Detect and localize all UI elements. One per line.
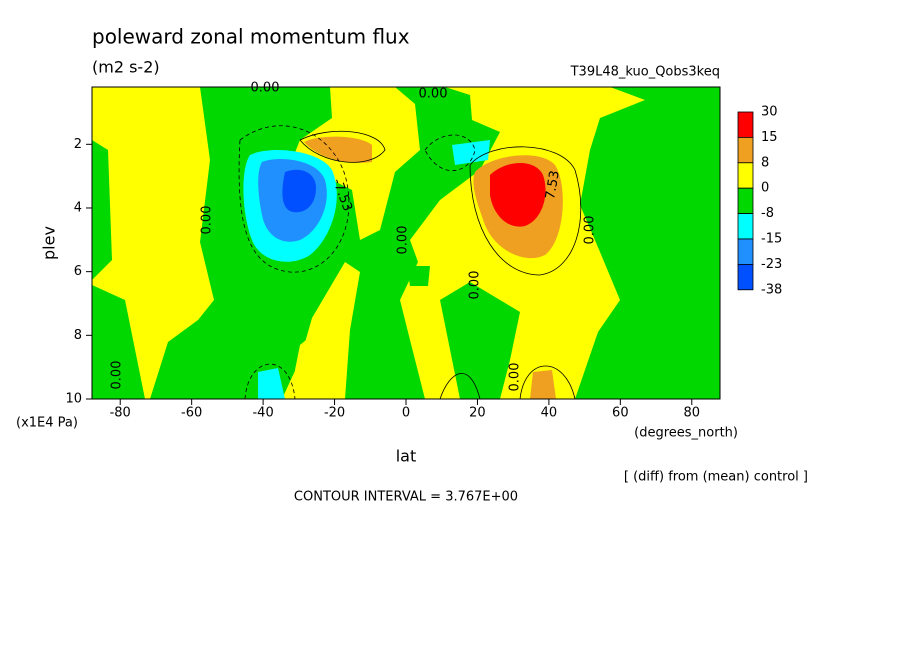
contour-label: 7.53 xyxy=(543,169,563,200)
y-units: (x1E4 Pa) xyxy=(16,416,78,431)
x-tick-label: 80 xyxy=(684,406,701,421)
x-tick-label: 0 xyxy=(402,406,410,421)
colorbar-box xyxy=(737,136,754,164)
dataset-label: T39L48_kuo_Qobs3keq xyxy=(570,65,720,80)
contour-region xyxy=(575,87,720,399)
colorbar-box xyxy=(737,111,754,138)
x-axis-label: lat xyxy=(396,447,417,466)
colorbar-box xyxy=(737,238,754,265)
x-units: (degrees_north) xyxy=(634,426,738,441)
colorbar-label: 8 xyxy=(761,155,769,170)
colorbar-label: -38 xyxy=(761,282,782,297)
y-tick-label: 4 xyxy=(74,200,82,215)
contour-region xyxy=(295,330,330,399)
contour-label: 0.00 xyxy=(396,226,411,255)
colorbar-box xyxy=(737,213,754,240)
x-tick-label: 20 xyxy=(469,406,486,421)
contour-label: 0.00 xyxy=(583,216,598,245)
contour-line xyxy=(439,373,481,400)
contour-label: 0.00 xyxy=(468,271,483,300)
chart-subtitle: (m2 s-2) xyxy=(92,58,160,77)
colorbar-label: 0 xyxy=(761,181,769,196)
colorbar-label: -23 xyxy=(761,257,782,272)
colorbar-label: -8 xyxy=(761,206,774,221)
colorbar: 30 15 8 0 -8 -15 -23 -38 xyxy=(737,105,782,297)
colorbar-box xyxy=(737,187,754,214)
colorbar-box xyxy=(737,162,754,189)
x-tick-label: -40 xyxy=(252,406,273,421)
y-tick-label: 2 xyxy=(74,137,82,152)
contour-label: 0.00 xyxy=(200,206,215,235)
contour-field xyxy=(92,87,720,400)
contour-region xyxy=(530,370,556,399)
contour-line xyxy=(469,146,582,276)
note: [ (diff) from (mean) control ] xyxy=(624,470,808,485)
contour-interval: CONTOUR INTERVAL = 3.767E+00 xyxy=(294,490,518,505)
contour-region xyxy=(407,266,430,286)
contour-region xyxy=(150,87,500,399)
contour-line xyxy=(519,365,576,400)
contour-region xyxy=(440,282,520,399)
contour-region xyxy=(490,162,546,227)
y-tick-label: 6 xyxy=(74,264,82,279)
contour-region xyxy=(452,140,490,165)
contour-label: 0.00 xyxy=(419,87,448,102)
y-axis-label: plev xyxy=(40,226,59,260)
contour-region xyxy=(92,140,112,280)
x-tick-label: -60 xyxy=(181,406,202,421)
contour-line xyxy=(244,363,296,400)
contour-line xyxy=(424,134,476,172)
chart-title: poleward zonal momentum flux xyxy=(92,25,410,49)
contour-label: 0.00 xyxy=(110,361,125,390)
contour-line xyxy=(299,130,386,163)
y-tick-label: 10 xyxy=(65,392,82,407)
x-tick-label: -80 xyxy=(110,406,131,421)
x-tick-label: -20 xyxy=(324,406,345,421)
contour-region xyxy=(304,136,372,163)
x-tick-label: 40 xyxy=(541,406,558,421)
colorbar-box xyxy=(737,263,754,291)
colorbar-label: 30 xyxy=(761,105,778,120)
contour-label: 0.00 xyxy=(251,81,280,96)
y-tick-label: 8 xyxy=(74,328,82,343)
colorbar-label: 15 xyxy=(761,130,778,145)
axes: -80 -60 -40 -20 0 20 40 60 80 2 4 6 8 10 xyxy=(65,137,700,421)
contour-region xyxy=(258,368,285,399)
contour-label: 0.00 xyxy=(508,363,523,392)
contour-region xyxy=(282,169,316,213)
colorbar-label: -15 xyxy=(761,232,782,247)
x-tick-label: 60 xyxy=(612,406,629,421)
contour-region xyxy=(92,285,145,399)
